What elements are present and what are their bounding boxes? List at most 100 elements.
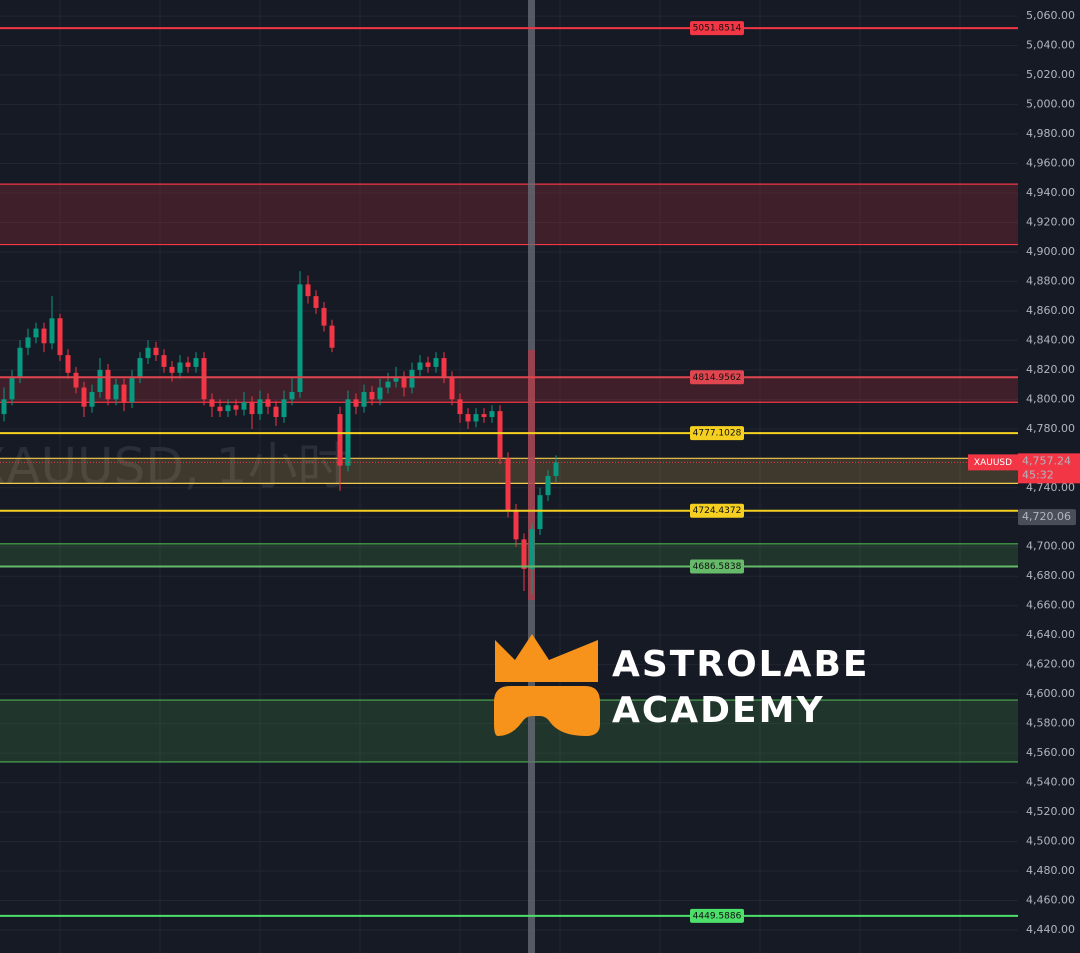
level-label: 4724.4372 — [693, 506, 742, 516]
candle-body — [81, 387, 87, 407]
logo-text: ASTROLABE — [612, 644, 870, 685]
y-tick-label: 4,780.00 — [1026, 422, 1075, 435]
logo-mask — [494, 686, 600, 736]
candle-body — [41, 328, 47, 344]
y-tick-label: 4,820.00 — [1026, 363, 1075, 376]
axis-labels: 5,060.00 5,040.00 5,020.00 5,000.00 4,980.00… — [1018, 9, 1080, 936]
level-tag — [690, 370, 744, 385]
level-tag — [690, 503, 744, 518]
candle-body — [273, 406, 279, 418]
y-tick-label: 4,680.00 — [1026, 569, 1075, 582]
candle-body — [257, 399, 263, 415]
level-tag — [690, 21, 744, 36]
candle-body — [353, 399, 359, 407]
candle-body — [153, 347, 159, 356]
levels: 5051.8514 4814.9562 4777.1028 4724.4372 4686… — [0, 21, 1018, 923]
candle-body — [481, 414, 487, 418]
candle-body — [553, 462, 559, 476]
candle-body — [513, 509, 519, 540]
candle-body — [169, 366, 175, 373]
zone — [0, 377, 1018, 403]
candle-body — [449, 377, 455, 400]
candle-body — [313, 296, 319, 308]
y-tick-label: 5,060.00 — [1026, 9, 1075, 22]
candle-body — [65, 355, 71, 373]
candle-body — [473, 414, 479, 422]
candle-body — [201, 358, 207, 400]
y-tick-label: 4,840.00 — [1026, 333, 1075, 346]
symbol-tag — [968, 454, 1018, 471]
candle-body — [489, 411, 495, 418]
candle-body — [185, 362, 191, 367]
y-tick-label: 4,480.00 — [1026, 864, 1075, 877]
y-tick-label: 4,500.00 — [1026, 835, 1075, 848]
candle-body — [9, 377, 15, 400]
y-tick-label: 4,920.00 — [1026, 215, 1075, 228]
level-label: 4777.1028 — [693, 429, 742, 439]
level-tag — [690, 559, 744, 574]
y-tick-label: 4,900.00 — [1026, 245, 1075, 258]
last-price-tag — [1018, 453, 1080, 484]
candle-body — [361, 391, 367, 407]
candle-body — [217, 406, 223, 412]
candle-body — [49, 318, 55, 344]
y-tick-label: 4,860.00 — [1026, 304, 1075, 317]
candle-body — [297, 284, 303, 392]
candle-body — [329, 325, 335, 348]
candle-body — [233, 405, 239, 410]
y-tick-label: 4,580.00 — [1026, 717, 1075, 730]
candle-body — [129, 377, 135, 403]
level-label: 5051.8514 — [693, 24, 742, 34]
grid — [0, 15, 1018, 931]
y-tick-label: 4,660.00 — [1026, 599, 1075, 612]
crosshair-highlight — [528, 350, 535, 600]
y-tick-label: 4,540.00 — [1026, 776, 1075, 789]
level-label: 4449.5886 — [693, 911, 742, 921]
candle-body — [1, 399, 7, 415]
candle-body — [497, 411, 503, 459]
candle-body — [321, 307, 327, 326]
y-tick-label: 4,740.00 — [1026, 481, 1075, 494]
y-tick-label: 4,460.00 — [1026, 894, 1075, 907]
candle-body — [409, 369, 415, 388]
logo: ASTROLABE ACADEMY — [494, 634, 870, 736]
candle-body — [441, 358, 447, 378]
candle-body — [337, 414, 343, 466]
y-tick-label: 4,800.00 — [1026, 392, 1075, 405]
y-tick-label: 4,560.00 — [1026, 746, 1075, 759]
candle-body — [121, 384, 127, 403]
level-tag — [690, 908, 744, 923]
candle-body — [17, 347, 23, 378]
candle-body — [249, 402, 255, 415]
logo-text: ACADEMY — [612, 690, 825, 731]
y-tick-label: 4,520.00 — [1026, 805, 1075, 818]
candle-body — [521, 539, 527, 569]
vertical-grid — [59, 0, 961, 953]
candle-body — [209, 399, 215, 407]
y-tick-label: 4,880.00 — [1026, 274, 1075, 287]
candle-body — [177, 362, 183, 373]
candle-body — [417, 362, 423, 370]
y-tick-label: 4,620.00 — [1026, 658, 1075, 671]
candle-body — [105, 369, 111, 400]
candle-body — [377, 387, 383, 400]
marker-price-tag — [1018, 509, 1076, 526]
y-tick-label: 4,440.00 — [1026, 923, 1075, 936]
candle-body — [265, 399, 271, 407]
logo-crown — [495, 634, 598, 682]
candle-body — [425, 362, 431, 367]
candle-body — [145, 347, 151, 359]
y-tick-label: 4,600.00 — [1026, 687, 1075, 700]
symbol-label: XAUUSD — [974, 458, 1012, 468]
candle-body — [465, 414, 471, 422]
y-tick-label: 4,980.00 — [1026, 127, 1075, 140]
candle-body — [505, 458, 511, 510]
candle-body — [529, 529, 535, 569]
candle-body — [113, 384, 119, 400]
candle-body — [225, 405, 231, 412]
countdown: 45:32 — [1022, 468, 1054, 481]
level-tag — [690, 426, 744, 441]
candle-body — [305, 284, 311, 297]
level-label: 4814.9562 — [693, 373, 742, 383]
